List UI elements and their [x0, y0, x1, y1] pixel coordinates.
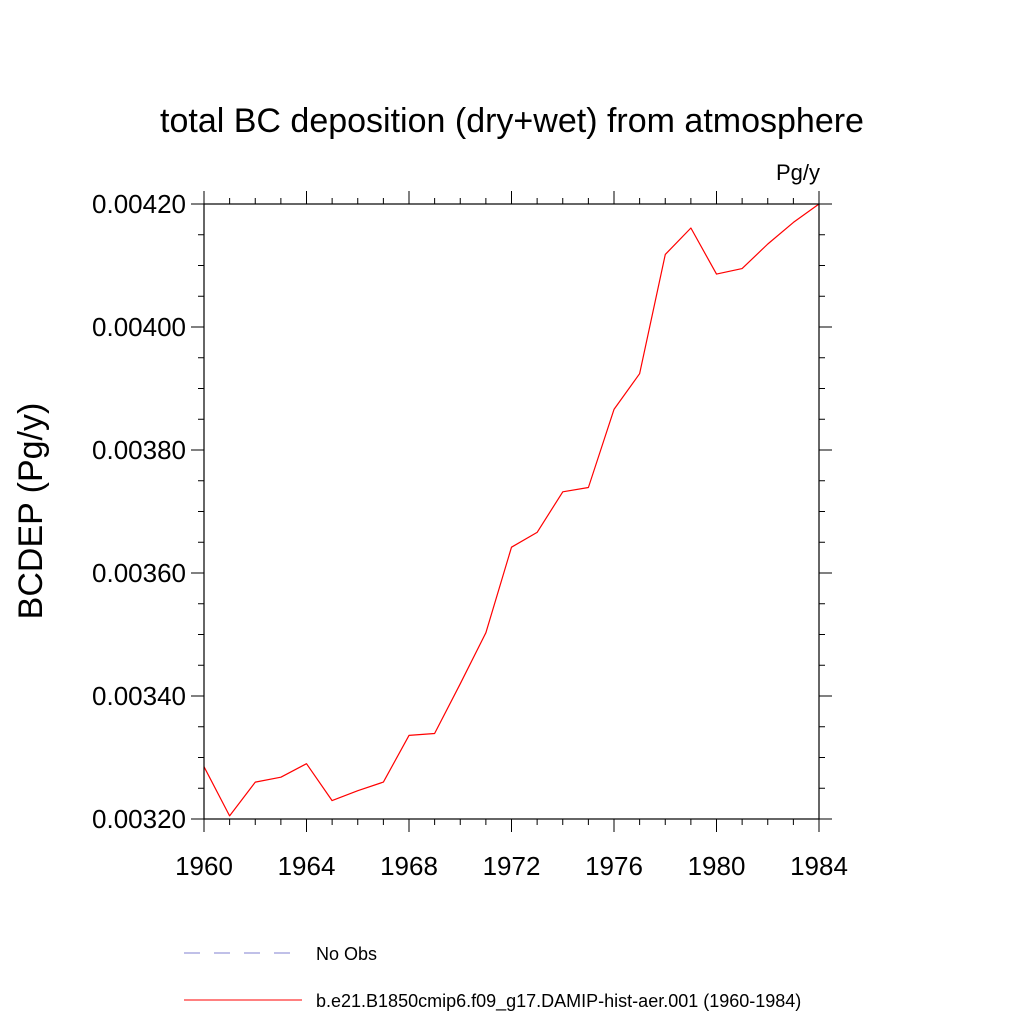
- data-series: [203, 203, 820, 817]
- y-tick-label: 0.00320: [92, 804, 186, 834]
- y-tick-label: 0.00360: [92, 558, 186, 588]
- axis-ticks: [191, 191, 832, 832]
- chart-title: total BC deposition (dry+wet) from atmos…: [160, 102, 864, 140]
- x-tick-label: 1968: [380, 851, 438, 881]
- x-tick-label: 1980: [688, 851, 746, 881]
- y-axis-label: BCDEP (Pg/y): [12, 403, 50, 620]
- y-tick-label: 0.00340: [92, 681, 186, 711]
- legend-label: No Obs: [316, 944, 377, 964]
- x-tick-label: 1960: [175, 851, 233, 881]
- series-line: [203, 203, 820, 817]
- x-tick-label: 1984: [790, 851, 848, 881]
- legend-label: b.e21.B1850cmip6.f09_g17.DAMIP-hist-aer.…: [316, 991, 801, 1012]
- x-tick-label: 1972: [483, 851, 541, 881]
- x-tick-label: 1976: [585, 851, 643, 881]
- legend: No Obs b.e21.B1850cmip6.f09_g17.DAMIP-his…: [184, 944, 801, 1012]
- x-tick-label: 1964: [278, 851, 336, 881]
- y-tick-label: 0.00420: [92, 189, 186, 219]
- units-label: Pg/y: [776, 160, 820, 185]
- y-tick-label: 0.00400: [92, 312, 186, 342]
- plot-frame: [203, 203, 820, 820]
- axis-tick-labels: 1960 1964 1968 1972 1976 1980 1984 0.00320 0.003…: [92, 189, 848, 881]
- y-tick-label: 0.00380: [92, 435, 186, 465]
